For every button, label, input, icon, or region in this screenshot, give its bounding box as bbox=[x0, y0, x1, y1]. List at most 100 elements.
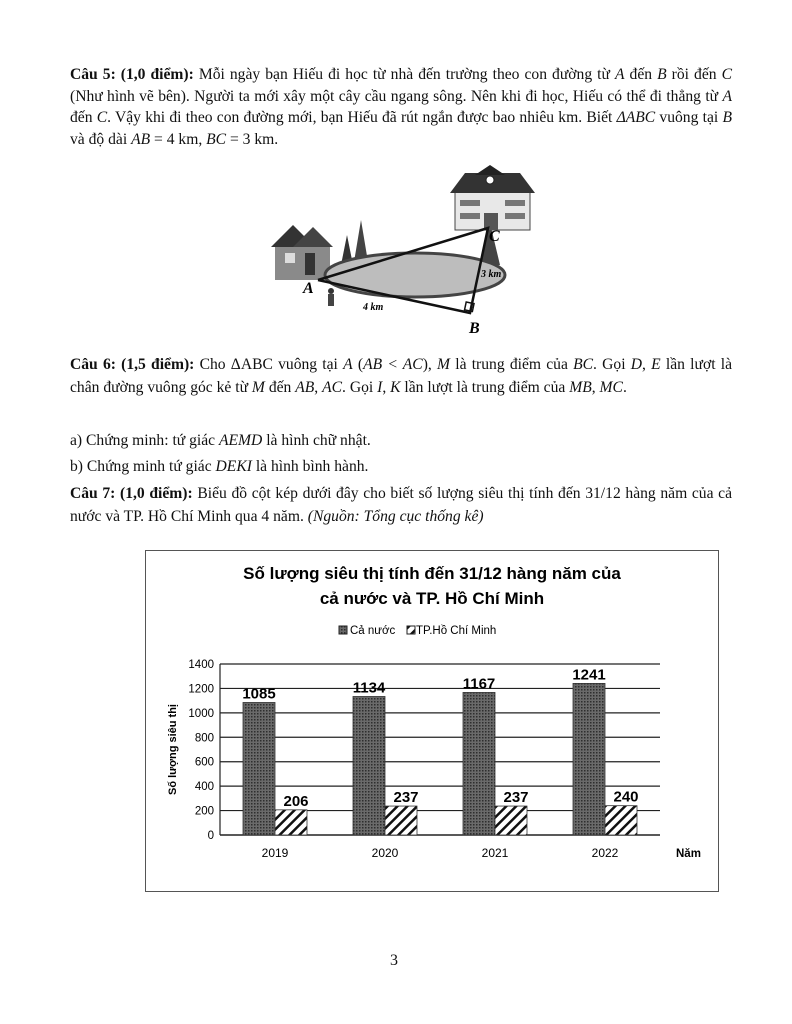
bar-tphcm-2020 bbox=[384, 805, 418, 836]
bar-ca-nuoc-2019 bbox=[242, 702, 276, 836]
question-6a: a) Chứng minh: tứ giác AEMD là hình chữ … bbox=[70, 430, 732, 452]
question-text: . Vậy khi đi theo con đường mới, bạn Hiế… bbox=[107, 109, 617, 126]
question-heading: Câu 6: (1,5 điểm): bbox=[70, 356, 195, 373]
question-text: vuông tại bbox=[272, 356, 344, 373]
label-a: A bbox=[302, 280, 314, 297]
label-ab: 4 km bbox=[362, 302, 384, 313]
question-text: , bbox=[382, 378, 391, 396]
math-symbol: A bbox=[722, 87, 732, 105]
math-symbol: BC bbox=[206, 130, 227, 148]
math-symbol: C bbox=[96, 109, 108, 126]
chart-title: Số lượng siêu thị tính đến 31/12 hàng nă… bbox=[243, 564, 621, 583]
bar-ca-nuoc-2020 bbox=[352, 696, 386, 836]
math-symbol: AB < AC bbox=[363, 356, 423, 373]
y-tick-label: 400 bbox=[195, 781, 214, 793]
legend-label: Cả nước bbox=[350, 625, 396, 637]
math-symbol: BC bbox=[573, 356, 594, 373]
question-text: Cho ΔABC bbox=[194, 356, 273, 373]
y-tick-label: 200 bbox=[195, 806, 214, 818]
question-text: , bbox=[642, 356, 652, 373]
data-label: 1167 bbox=[463, 675, 496, 692]
student-icon bbox=[328, 288, 334, 306]
question-text: ( bbox=[352, 356, 364, 373]
question-text: (Như hình vẽ bên). Người ta mới xây một … bbox=[70, 87, 723, 105]
question-6: Câu 6: (1,5 điểm): Cho ΔABC vuông tại A … bbox=[70, 354, 732, 399]
question-text: = 4 km, bbox=[150, 130, 207, 148]
bar-chart: Số lượng siêu thị tính đến 31/12 hàng nă… bbox=[167, 564, 701, 860]
triangle-illustration: A B C 4 km 3 km bbox=[271, 165, 535, 337]
math-symbol: A bbox=[614, 66, 625, 83]
question-heading: Câu 5: (1,0 điểm): bbox=[70, 66, 194, 83]
bar-tphcm-2019 bbox=[274, 809, 308, 836]
label-bc: 3 km bbox=[480, 269, 502, 280]
y-tick-label: 0 bbox=[208, 830, 214, 842]
bar-ca-nuoc-2022 bbox=[572, 683, 606, 836]
x-tick-label: 2021 bbox=[482, 846, 509, 860]
question-text: Mỗi ngày bạn Hiếu đi học từ nhà đến trườ… bbox=[193, 66, 615, 83]
data-label: 1085 bbox=[242, 685, 275, 702]
x-tick-label: 2022 bbox=[592, 846, 619, 860]
y-tick-label: 1200 bbox=[188, 683, 214, 695]
data-label: 1134 bbox=[353, 679, 386, 696]
math-symbol: (Nguồn: Tổng cục thống kê) bbox=[307, 508, 484, 525]
y-tick-label: 600 bbox=[195, 757, 214, 769]
question-7: Câu 7: (1,0 điểm): Biểu đồ cột kép dưới … bbox=[70, 482, 732, 528]
bar-tphcm-2022 bbox=[604, 805, 638, 836]
math-symbol: A bbox=[343, 356, 353, 373]
question-text: rồi đến bbox=[666, 66, 722, 83]
math-symbol: MB bbox=[569, 378, 592, 396]
question-text: ), bbox=[422, 356, 438, 373]
data-label: 1241 bbox=[572, 666, 605, 683]
question-text: đến bbox=[70, 109, 97, 126]
math-symbol: D bbox=[630, 356, 643, 373]
legend-swatch-ca-nuoc bbox=[338, 625, 348, 635]
label-c: C bbox=[489, 228, 500, 245]
y-tick-label: 800 bbox=[195, 732, 214, 744]
math-symbol: I bbox=[377, 378, 383, 396]
math-symbol: C bbox=[721, 66, 732, 83]
math-symbol: AC bbox=[322, 378, 343, 396]
math-symbol: B bbox=[722, 109, 732, 126]
chart-title: cả nước và TP. Hồ Chí Minh bbox=[320, 589, 544, 608]
question-text: và độ dài bbox=[70, 130, 132, 148]
question-text: lần lượt là trung điểm của bbox=[400, 378, 570, 396]
math-symbol: AEMD bbox=[219, 432, 263, 449]
question-text: = 3 km. bbox=[226, 130, 279, 148]
question-text: . Gọi bbox=[342, 378, 378, 396]
legend-swatch-tphcm bbox=[406, 625, 416, 635]
question-text: a) Chứng minh: tứ giác bbox=[70, 432, 219, 449]
question-text: đến bbox=[264, 378, 296, 396]
math-symbol: E bbox=[651, 356, 661, 373]
school-icon bbox=[450, 165, 535, 231]
y-tick-label: 1400 bbox=[188, 659, 214, 671]
y-tick-label: 1000 bbox=[188, 708, 214, 720]
math-symbol: DEKI bbox=[215, 458, 252, 475]
label-b: B bbox=[468, 320, 480, 337]
bar-ca-nuoc-2021 bbox=[462, 692, 496, 836]
x-axis-label: Năm bbox=[676, 848, 701, 860]
question-text: , bbox=[314, 378, 323, 396]
question-text: là trung điểm của bbox=[450, 356, 574, 373]
question-text: đến bbox=[624, 66, 658, 83]
math-symbol: K bbox=[390, 378, 401, 396]
right-angle-mark bbox=[463, 301, 475, 313]
question-text: lần lượt là chân đường vuông góc kẻ từ bbox=[70, 356, 733, 396]
question-text: là hình bình hành. bbox=[251, 458, 369, 475]
data-label: 237 bbox=[503, 789, 528, 806]
chart-container: Số lượng siêu thị tính đến 31/12 hàng nă… bbox=[145, 550, 719, 892]
question-5: Câu 5: (1,0 điểm): Mỗi ngày bạn Hiếu đi … bbox=[70, 64, 732, 150]
data-label: 240 bbox=[613, 789, 638, 806]
data-label: 237 bbox=[393, 789, 418, 806]
math-symbol: B bbox=[657, 66, 667, 83]
question-text: b) Chứng minh tứ giác bbox=[70, 458, 216, 475]
question-text: , bbox=[591, 378, 600, 396]
math-symbol: ΔABC bbox=[616, 109, 656, 126]
question-text: . Gọi bbox=[593, 356, 631, 373]
question-heading: Câu 7: (1,0 điểm): bbox=[70, 485, 193, 502]
question-text: là hình chữ nhật. bbox=[262, 432, 371, 449]
math-symbol: AB bbox=[131, 130, 151, 148]
x-tick-label: 2020 bbox=[372, 846, 399, 860]
x-tick-label: 2019 bbox=[262, 846, 289, 860]
legend-label: TP.Hồ Chí Minh bbox=[416, 625, 496, 637]
y-axis-label: Số lượng siêu thị bbox=[167, 704, 179, 795]
